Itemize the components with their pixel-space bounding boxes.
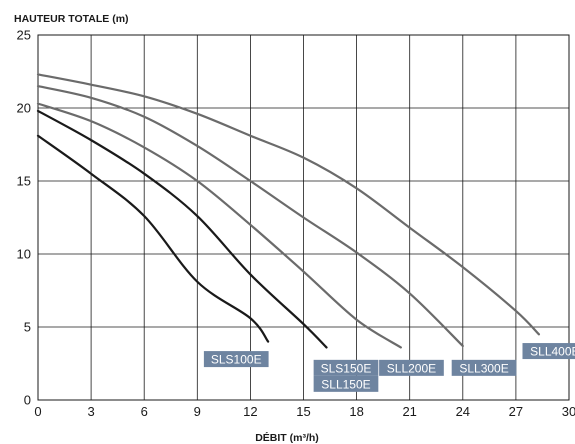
y-tick-labels: 0 5 10 15 20 25: [17, 28, 31, 408]
curve-sll400e: [36, 73, 541, 336]
y-tick-label: 20: [17, 101, 31, 116]
x-tick-label: 0: [34, 404, 41, 419]
y-tick-label: 25: [17, 28, 31, 43]
x-tick-label: 9: [194, 404, 201, 419]
x-tick-label: 30: [562, 404, 575, 419]
curve-label-text: SLL300E: [459, 361, 508, 375]
curve-label-box: [313, 375, 379, 392]
curve-label-box: [379, 359, 444, 376]
curve-label-4: SLL400E: [522, 343, 575, 360]
x-tick-label: 27: [509, 404, 523, 419]
y-tick-label: 15: [17, 174, 31, 189]
x-tick-label: 24: [456, 404, 470, 419]
y-tick-label: 5: [24, 320, 31, 335]
curve-sll300e: [36, 85, 464, 348]
curve-label-box: [522, 343, 575, 360]
curve-sll200e: [36, 102, 402, 349]
x-tick-label: 6: [141, 404, 148, 419]
curve-label-text: SLS150E: [321, 361, 372, 375]
curve-label-0: SLS100E: [203, 351, 269, 368]
x-tick-label: 18: [349, 404, 363, 419]
x-tick-label: 3: [87, 404, 94, 419]
x-tick-label: 21: [402, 404, 416, 419]
y-tick-label: 0: [24, 393, 31, 408]
curve-label-3: SLL300E: [451, 359, 517, 376]
curve-label-text: SLS100E: [211, 353, 262, 367]
plot-frame: [37, 34, 570, 401]
curve-labels: SLS100E SLS150E SLL150E SLL200E SLL300E SLL40…: [203, 343, 575, 392]
x-tick-label: 15: [296, 404, 310, 419]
curve-label-text: SLL400E: [530, 345, 575, 359]
x-tick-label: 12: [243, 404, 257, 419]
curve-label-2: SLL200E: [379, 359, 444, 376]
curve-label-box: [203, 351, 269, 368]
curve-label-text: SLL150E: [321, 377, 370, 391]
x-axis-title: DÉBIT (m³/h): [255, 431, 319, 444]
y-tick-label: 10: [17, 247, 31, 262]
curve-label-box: [451, 359, 517, 376]
y-axis-title: HAUTEUR TOTALE (m): [14, 13, 129, 25]
curve-sls150e: [36, 109, 328, 349]
x-tick-labels: 0 3 6 9 12 15 18 21 24 27 30: [34, 404, 575, 419]
curve-sls100e: [36, 134, 270, 343]
curve-label-text: SLL200E: [387, 361, 436, 375]
curves: [36, 73, 541, 349]
curve-label-1: SLS150E SLL150E: [313, 359, 379, 392]
curve-label-box: [313, 359, 379, 376]
